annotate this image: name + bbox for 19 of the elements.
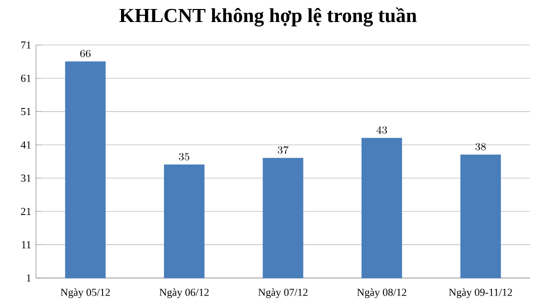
y-tick-label: 21 <box>21 208 31 215</box>
y-tick-label: 11 <box>22 241 31 248</box>
y-tick-label: 51 <box>21 108 31 116</box>
x-tick-label: Ngày 05/12 <box>60 288 110 298</box>
data-label: 66 <box>80 50 91 58</box>
x-tick-label: Ngày 07/12 <box>258 288 308 298</box>
y-tick-label: 61 <box>21 74 31 82</box>
data-label: 35 <box>178 153 190 160</box>
x-tick-label: Ngày 09-11/12 <box>448 288 512 298</box>
x-tick-label: Ngày 08/12 <box>357 288 406 298</box>
chart-title: KHLCNT không hợp lệ trong tuần <box>119 8 417 26</box>
y-tick-label: 71 <box>21 41 31 49</box>
y-tick-label: 31 <box>21 174 31 182</box>
y-tick-label: 41 <box>20 141 31 148</box>
x-tick-label: Ngày 06/12 <box>159 288 209 298</box>
y-tick-label: 1 <box>26 274 31 282</box>
data-label: 37 <box>278 146 288 154</box>
data-label: 43 <box>376 126 387 134</box>
data-label: 38 <box>475 143 486 150</box>
